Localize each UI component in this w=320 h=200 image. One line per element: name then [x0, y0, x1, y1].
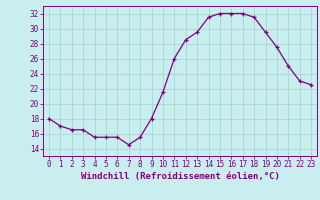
- X-axis label: Windchill (Refroidissement éolien,°C): Windchill (Refroidissement éolien,°C): [81, 172, 279, 181]
